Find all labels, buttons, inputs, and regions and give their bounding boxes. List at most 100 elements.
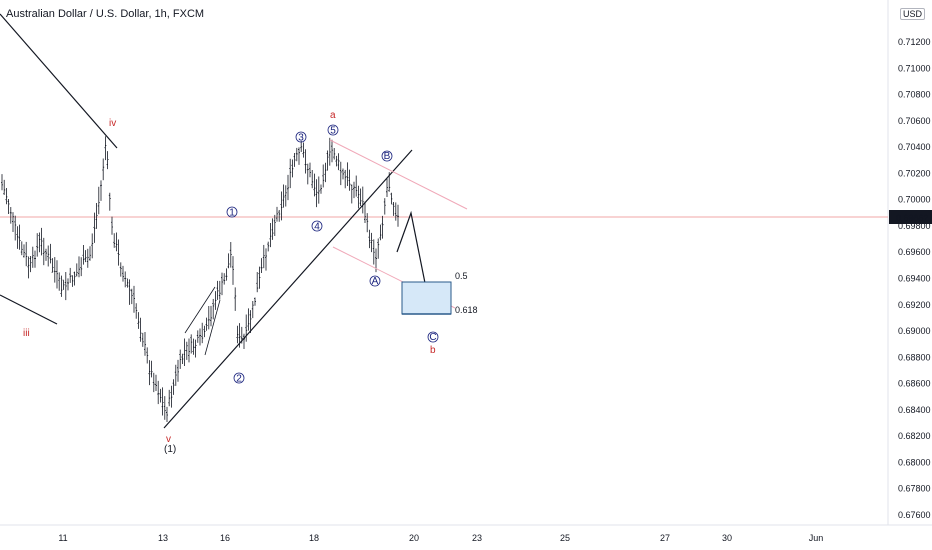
ohlc-bar-166 — [366, 213, 369, 233]
time-tick-4: 20 — [409, 533, 419, 543]
ohlc-bar-119 — [262, 244, 265, 269]
ohlc-bar-77 — [170, 385, 173, 408]
wave-label-iv: iv — [109, 118, 116, 129]
ohlc-bar-46 — [102, 158, 105, 181]
ohlc-bar-104 — [229, 242, 232, 268]
ohlc-bar-81 — [179, 349, 182, 369]
ohlc-bar-78 — [172, 379, 175, 395]
ohlc-bar-112 — [247, 308, 250, 331]
projection-path[interactable] — [396, 210, 430, 304]
wave-circle-3: 3 — [295, 131, 307, 144]
time-tick-7: 27 — [660, 533, 670, 543]
ohlc-bar-126 — [278, 209, 281, 222]
ohlc-bar-15 — [34, 250, 36, 268]
ohlc-bar-11 — [25, 241, 28, 267]
ohlc-bar-35 — [78, 256, 80, 278]
ohlc-bar-131 — [289, 158, 292, 189]
trendline-iii-lower[interactable] — [0, 294, 58, 325]
currency-label[interactable]: USD — [900, 8, 926, 20]
ohlc-bar-21 — [47, 245, 50, 267]
trendline-rising-support[interactable] — [163, 149, 413, 429]
chart-title: Australian Dollar / U.S. Dollar, 1h, FXC… — [6, 8, 205, 20]
ohlc-bar-87 — [192, 338, 195, 355]
ohlc-bar-34 — [75, 263, 78, 277]
ohlc-bar-57 — [126, 278, 129, 288]
ohlc-bar-99 — [218, 280, 221, 300]
ohlc-bar-55 — [122, 265, 124, 282]
ohlc-bar-132 — [291, 159, 294, 178]
trendline-iv-descending[interactable] — [0, 13, 118, 149]
ohlc-bar-70 — [155, 374, 157, 392]
ohlc-bar-121 — [267, 241, 270, 252]
ohlc-bar-49 — [108, 192, 111, 211]
ohlc-bar-114 — [251, 300, 254, 319]
wave-label-(1): (1) — [164, 444, 176, 455]
ohlc-bar-53 — [117, 239, 120, 266]
time-tick-6: 25 — [560, 533, 570, 543]
svg-text:5: 5 — [330, 126, 336, 137]
current-price-text: 0.69862 — [896, 213, 929, 223]
ohlc-bar-116 — [256, 272, 259, 293]
ohlc-bar-69 — [152, 372, 155, 393]
ohlc-bar-142 — [313, 173, 316, 197]
wave-circle-2: 2 — [233, 372, 245, 385]
time-axis: 11 13 16 18 20 23 25 27 30 Jun — [58, 533, 823, 543]
price-axis: 0.67600 0.67800 0.68000 0.68200 0.68400 0.686… — [898, 37, 931, 520]
ohlc-bar-153 — [337, 153, 340, 171]
ohlc-bar-29 — [64, 272, 67, 301]
ohlc-bar-16 — [36, 233, 39, 257]
ohlc-bar-146 — [322, 164, 325, 188]
current-price-tag — [889, 210, 932, 224]
ohlc-bar-173 — [381, 215, 384, 239]
ohlc-bar-175 — [386, 178, 388, 198]
ohlc-bar-147 — [324, 162, 327, 183]
ohlc-bar-169 — [372, 239, 375, 265]
ohlc-bar-56 — [124, 271, 127, 288]
ohlc-bar-164 — [361, 186, 364, 214]
ohlc-bar-111 — [245, 314, 248, 342]
ohlc-bar-179 — [394, 202, 397, 221]
ohlc-bar-125 — [276, 206, 278, 222]
time-tick-9: Jun — [809, 533, 824, 543]
price-tick-8: 0.69200 — [898, 300, 931, 310]
ohlc-bar-88 — [194, 339, 197, 358]
time-tick-1: 13 — [158, 533, 168, 543]
wave-circle-B: B — [381, 150, 393, 162]
price-tick-17: 0.71000 — [898, 63, 931, 73]
svg-text:1: 1 — [229, 208, 235, 219]
ohlc-bar-154 — [339, 161, 342, 186]
fib-target-zone[interactable] — [401, 281, 452, 315]
wave-1-sub-line-2[interactable] — [204, 299, 221, 356]
ohlc-bar-28 — [62, 279, 65, 290]
ohlc-bar-36 — [80, 257, 83, 277]
price-tick-0: 0.67600 — [898, 510, 931, 520]
ohlc-bar-38 — [84, 250, 87, 263]
ohlc-bar-110 — [243, 333, 245, 350]
price-tick-18: 0.71200 — [898, 37, 931, 47]
ohlc-bar-5 — [12, 212, 14, 233]
ohlc-bar-8 — [18, 224, 21, 250]
ohlc-bar-135 — [298, 147, 300, 165]
ohlc-bar-177 — [390, 192, 393, 205]
ohlc-bar-113 — [249, 310, 252, 334]
ohlc-bar-2 — [5, 187, 8, 205]
time-tick-8: 30 — [722, 533, 732, 543]
channel-upper[interactable] — [329, 139, 468, 210]
svg-text:A: A — [372, 276, 379, 287]
fib-label-0.5: 0.5 — [455, 271, 468, 281]
ohlc-bar-19 — [42, 237, 45, 266]
ohlc-bar-158 — [348, 169, 351, 191]
ohlc-bar-152 — [335, 155, 338, 167]
ohlc-bar-118 — [260, 258, 263, 273]
wave-circle-5: 5 — [327, 124, 339, 137]
ohlc-bar-23 — [51, 258, 54, 273]
ohlc-bar-102 — [225, 268, 228, 281]
wave-1-sub-line[interactable] — [184, 286, 216, 334]
ohlc-bar-106 — [234, 287, 237, 311]
ohlc-bar-64 — [141, 332, 144, 347]
ohlc-bar-162 — [357, 185, 360, 209]
price-tick-1: 0.67800 — [898, 484, 931, 494]
ohlc-bar-51 — [113, 233, 116, 248]
time-tick-2: 16 — [220, 533, 230, 543]
